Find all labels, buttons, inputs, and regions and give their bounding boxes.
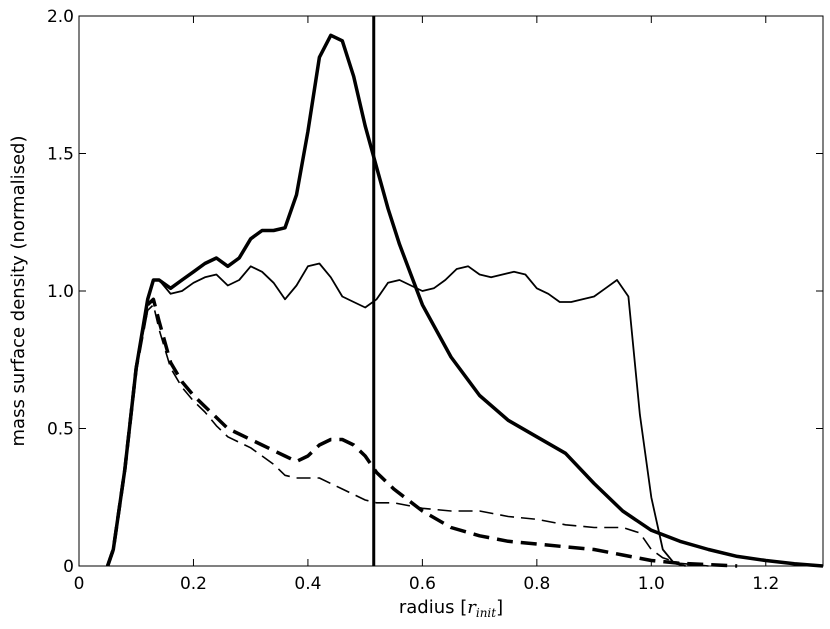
x-axis-title-subscript: init <box>476 606 496 620</box>
x-tick-label: 1.0 <box>638 574 665 594</box>
series-lines <box>105 33 824 568</box>
y-tick-label: 0 <box>63 557 74 577</box>
x-axis-title: radius [rinit] <box>399 597 503 620</box>
x-tick-label: 0.8 <box>523 574 550 594</box>
y-tick-label: 0.5 <box>47 420 74 440</box>
x-tick-label: 0.2 <box>180 574 207 594</box>
x-tick-label: 0.4 <box>294 574 321 594</box>
y-tick-label: 2.0 <box>47 7 74 27</box>
y-tick-label: 1.5 <box>47 145 74 165</box>
x-axis-title-close: ] <box>496 597 503 618</box>
y-axis-ticks: 0 0.5 1.0 1.5 2.0 <box>47 7 823 577</box>
x-tick-label: 0 <box>74 574 85 594</box>
x-axis-title-text: radius [ <box>399 597 467 618</box>
x-tick-label: 1.2 <box>752 574 779 594</box>
series-line-thin-dashed <box>106 303 709 567</box>
series-line-thin-solid <box>106 262 686 567</box>
series-line-thick-solid <box>105 33 824 568</box>
x-axis-ticks: 0 0.2 0.4 0.6 0.8 1.0 1.2 <box>74 16 779 594</box>
y-axis-title: mass surface density (normalised) <box>8 135 29 446</box>
x-tick-label: 0.6 <box>409 574 436 594</box>
x-axis-title-symbol: r <box>467 597 477 618</box>
series-line-thick-dashed <box>105 297 738 568</box>
y-tick-label: 1.0 <box>47 282 74 302</box>
plot-frame <box>78 15 824 567</box>
